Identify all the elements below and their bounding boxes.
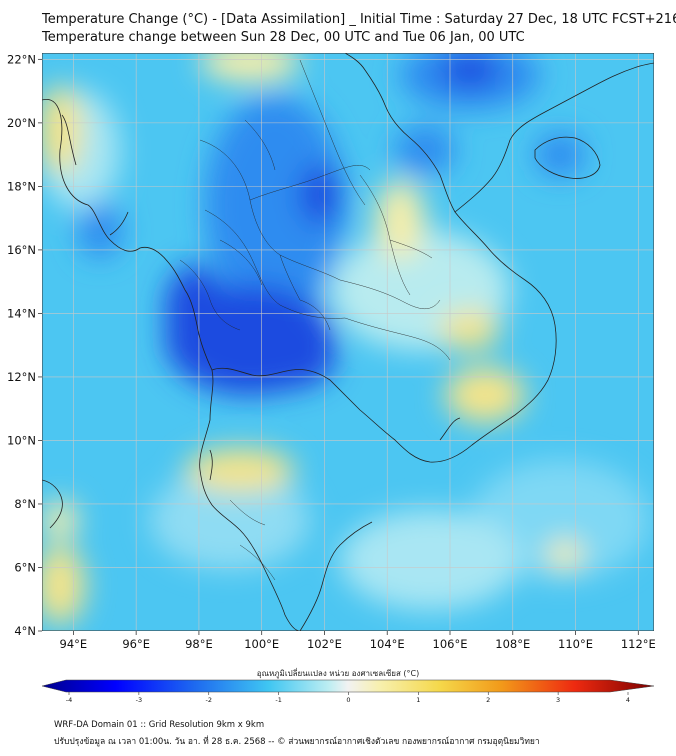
temperature-change-map: 22°N 20°N 18°N 16°N 14°N 12°N 10°N 8°N 6°N 4°N 94…: [7, 52, 656, 651]
lon-label: 104°E: [370, 637, 405, 651]
lon-label: 108°E: [495, 637, 530, 651]
lon-label: 98°E: [185, 637, 213, 651]
colorbar-tick-label: 2: [486, 696, 490, 704]
colorbar-ticks: -4 -3 -2 -1 0 1 2 3 4: [66, 692, 630, 704]
lat-label: 6°N: [14, 560, 36, 574]
map-subtitle: Temperature change between Sun 28 Dec, 0…: [42, 30, 525, 45]
lon-label: 112°E: [621, 637, 656, 651]
longitude-labels: 94°E 96°E 98°E 100°E 102°E 104°E 106°E 108°E 110…: [60, 631, 656, 651]
map-gridlines: [42, 53, 654, 631]
lon-label: 100°E: [244, 637, 279, 651]
lat-label: 4°N: [14, 624, 36, 638]
model-info: WRF-DA Domain 01 :: Grid Resolution 9km …: [54, 720, 265, 730]
lat-label: 10°N: [7, 433, 36, 447]
lat-label: 12°N: [7, 370, 36, 384]
colorbar-tick-label: -2: [206, 696, 212, 704]
colorbar-tick-label: 0: [346, 696, 350, 704]
colorbar-tick-label: 1: [416, 696, 420, 704]
colorbar-tick-label: 4: [626, 696, 630, 704]
colorbar-tick-label: -3: [136, 696, 142, 704]
latitude-labels: 22°N 20°N 18°N 16°N 14°N 12°N 10°N 8°N 6°N 4°N: [7, 52, 42, 638]
colorbar-title: อุณหภูมิเปลี่ยนแปลง หน่วย องศาเซลเซียส (…: [256, 669, 420, 678]
lon-label: 94°E: [60, 637, 88, 651]
coastlines: [42, 53, 654, 631]
lon-label: 110°E: [558, 637, 593, 651]
lon-label: 96°E: [122, 637, 150, 651]
colorbar-tick-label: -1: [275, 696, 281, 704]
lat-label: 20°N: [7, 116, 36, 130]
update-info: ปรับปรุงข้อมูล ณ เวลา 01:00น. วัน อา. ที…: [54, 737, 540, 747]
lat-label: 8°N: [14, 497, 36, 511]
lat-label: 22°N: [7, 52, 36, 66]
temperature-field: [42, 53, 654, 631]
map-panel: 22°N 20°N 18°N 16°N 14°N 12°N 10°N 8°N 6°N 4°N 94…: [7, 52, 656, 651]
province-borders: [179, 59, 451, 581]
lon-label: 102°E: [307, 637, 342, 651]
map-title: Temperature Change (°C) - [Data Assimila…: [42, 12, 676, 27]
lon-label: 106°E: [433, 637, 468, 651]
colorbar-tick-label: 3: [556, 696, 560, 704]
colorbar-tick-label: -4: [66, 696, 72, 704]
colorbar: -4 -3 -2 -1 0 1 2 3 4: [41, 679, 655, 704]
lat-label: 18°N: [7, 179, 36, 193]
lat-label: 14°N: [7, 306, 36, 320]
colorbar-scale: [41, 679, 655, 693]
lat-label: 16°N: [7, 243, 36, 257]
